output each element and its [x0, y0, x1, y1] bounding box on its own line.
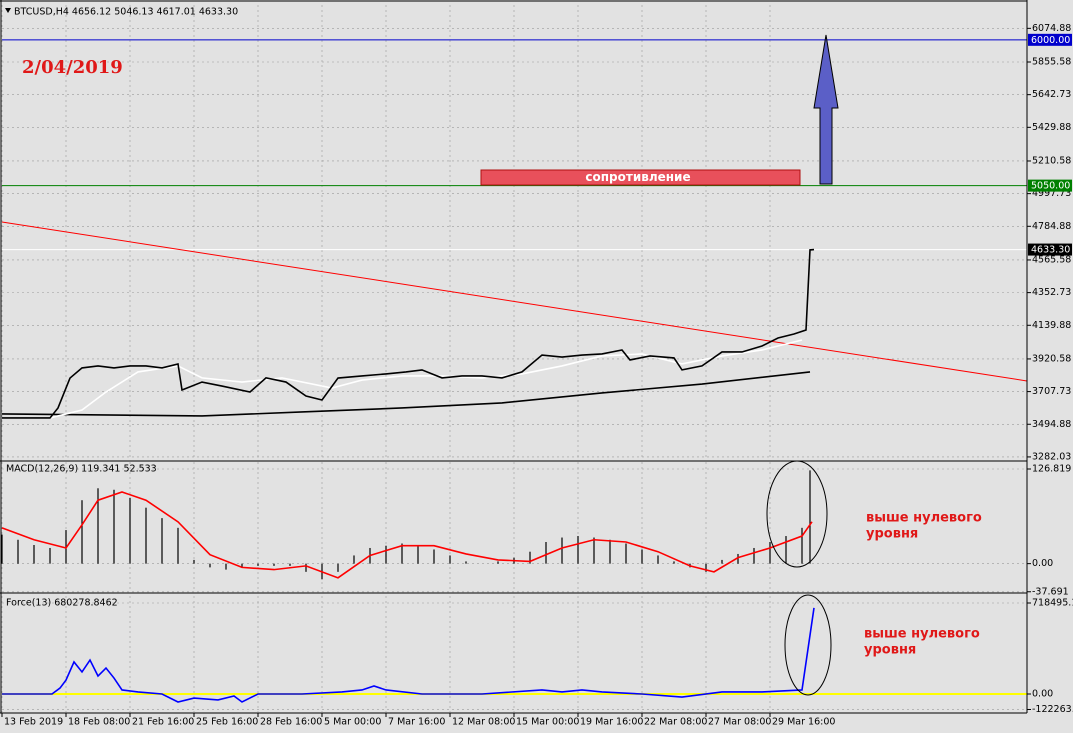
resistance-label: сопротивление [585, 170, 690, 184]
y-tick-label: 6074.88 [1032, 23, 1071, 34]
x-tick-label: 21 Feb 16:00 [132, 717, 194, 728]
x-tick-label: 25 Feb 16:00 [196, 717, 258, 728]
level-label: 5050.00 [1031, 181, 1070, 192]
y-tick-label: 4784.88 [1032, 221, 1071, 232]
y-tick-label: 3494.88 [1032, 419, 1071, 430]
y-tick-label: 4352.73 [1032, 287, 1071, 298]
x-tick-label: 28 Feb 16:00 [260, 717, 322, 728]
up-arrow [813, 34, 839, 185]
level-label-box [1028, 243, 1072, 256]
y-tick-label: -37.691 [1032, 586, 1069, 597]
x-tick-label: 22 Mar 08:00 [644, 717, 707, 728]
x-tick-label: 29 Mar 16:00 [772, 717, 835, 728]
y-tick-label: 3282.03 [1032, 451, 1071, 462]
x-tick-label: 15 Mar 00:00 [516, 717, 579, 728]
y-tick-label: 5429.88 [1032, 122, 1071, 133]
level-label: 4633.30 [1031, 245, 1070, 256]
x-tick-label: 12 Mar 08:00 [452, 717, 515, 728]
level-label-box [1028, 179, 1072, 192]
y-tick-label: 3920.58 [1032, 353, 1071, 364]
note: уровня [866, 527, 918, 542]
note: выше нулевого [866, 511, 982, 526]
y-tick-label: 4139.88 [1032, 320, 1071, 331]
y-tick-label: 5855.58 [1032, 56, 1071, 67]
highlight-ellipse [784, 594, 832, 696]
level-label-box [1028, 33, 1072, 46]
y-tick-label: 4997.73 [1032, 188, 1071, 199]
resistance-zone [480, 169, 801, 186]
note: уровня [864, 643, 916, 658]
series-line [2, 607, 815, 703]
highlight-ellipse [766, 460, 828, 568]
series-line [2, 248, 815, 419]
x-tick-label: 27 Mar 08:00 [708, 717, 771, 728]
y-tick-label: 0.00 [1032, 688, 1053, 699]
x-tick-label: 18 Feb 08:00 [68, 717, 130, 728]
x-tick-label: 5 Mar 00:00 [324, 717, 381, 728]
panel-title: BTCUSD,H4 4656.12 5046.13 4617.01 4633.3… [14, 7, 238, 18]
date-annotation: 2/04/2019 [22, 57, 123, 78]
series-line [1, 491, 813, 579]
panel-title: MACD(12,26,9) 119.341 52.533 [6, 464, 157, 475]
note: выше нулевого [864, 627, 980, 642]
y-tick-label: -122263.69 [1032, 704, 1073, 715]
panel-title: Force(13) 680278.8462 [6, 598, 118, 609]
series-line [49, 339, 803, 419]
level-label: 6000.00 [1031, 35, 1070, 46]
x-tick-label: 13 Feb 2019 [4, 717, 63, 728]
x-tick-label: 19 Mar 16:00 [580, 717, 643, 728]
y-tick-label: 718495.15 [1032, 598, 1073, 609]
y-tick-label: 126.819 [1032, 464, 1071, 475]
y-tick-label: 5210.58 [1032, 155, 1071, 166]
y-tick-label: 0.00 [1032, 558, 1053, 569]
x-tick-label: 7 Mar 16:00 [388, 717, 445, 728]
y-tick-label: 4565.58 [1032, 254, 1071, 265]
series-line [1, 371, 811, 417]
series-line [1, 221, 1028, 382]
y-tick-label: 5642.73 [1032, 89, 1071, 100]
title-marker [5, 8, 11, 13]
y-tick-label: 3707.73 [1032, 386, 1071, 397]
